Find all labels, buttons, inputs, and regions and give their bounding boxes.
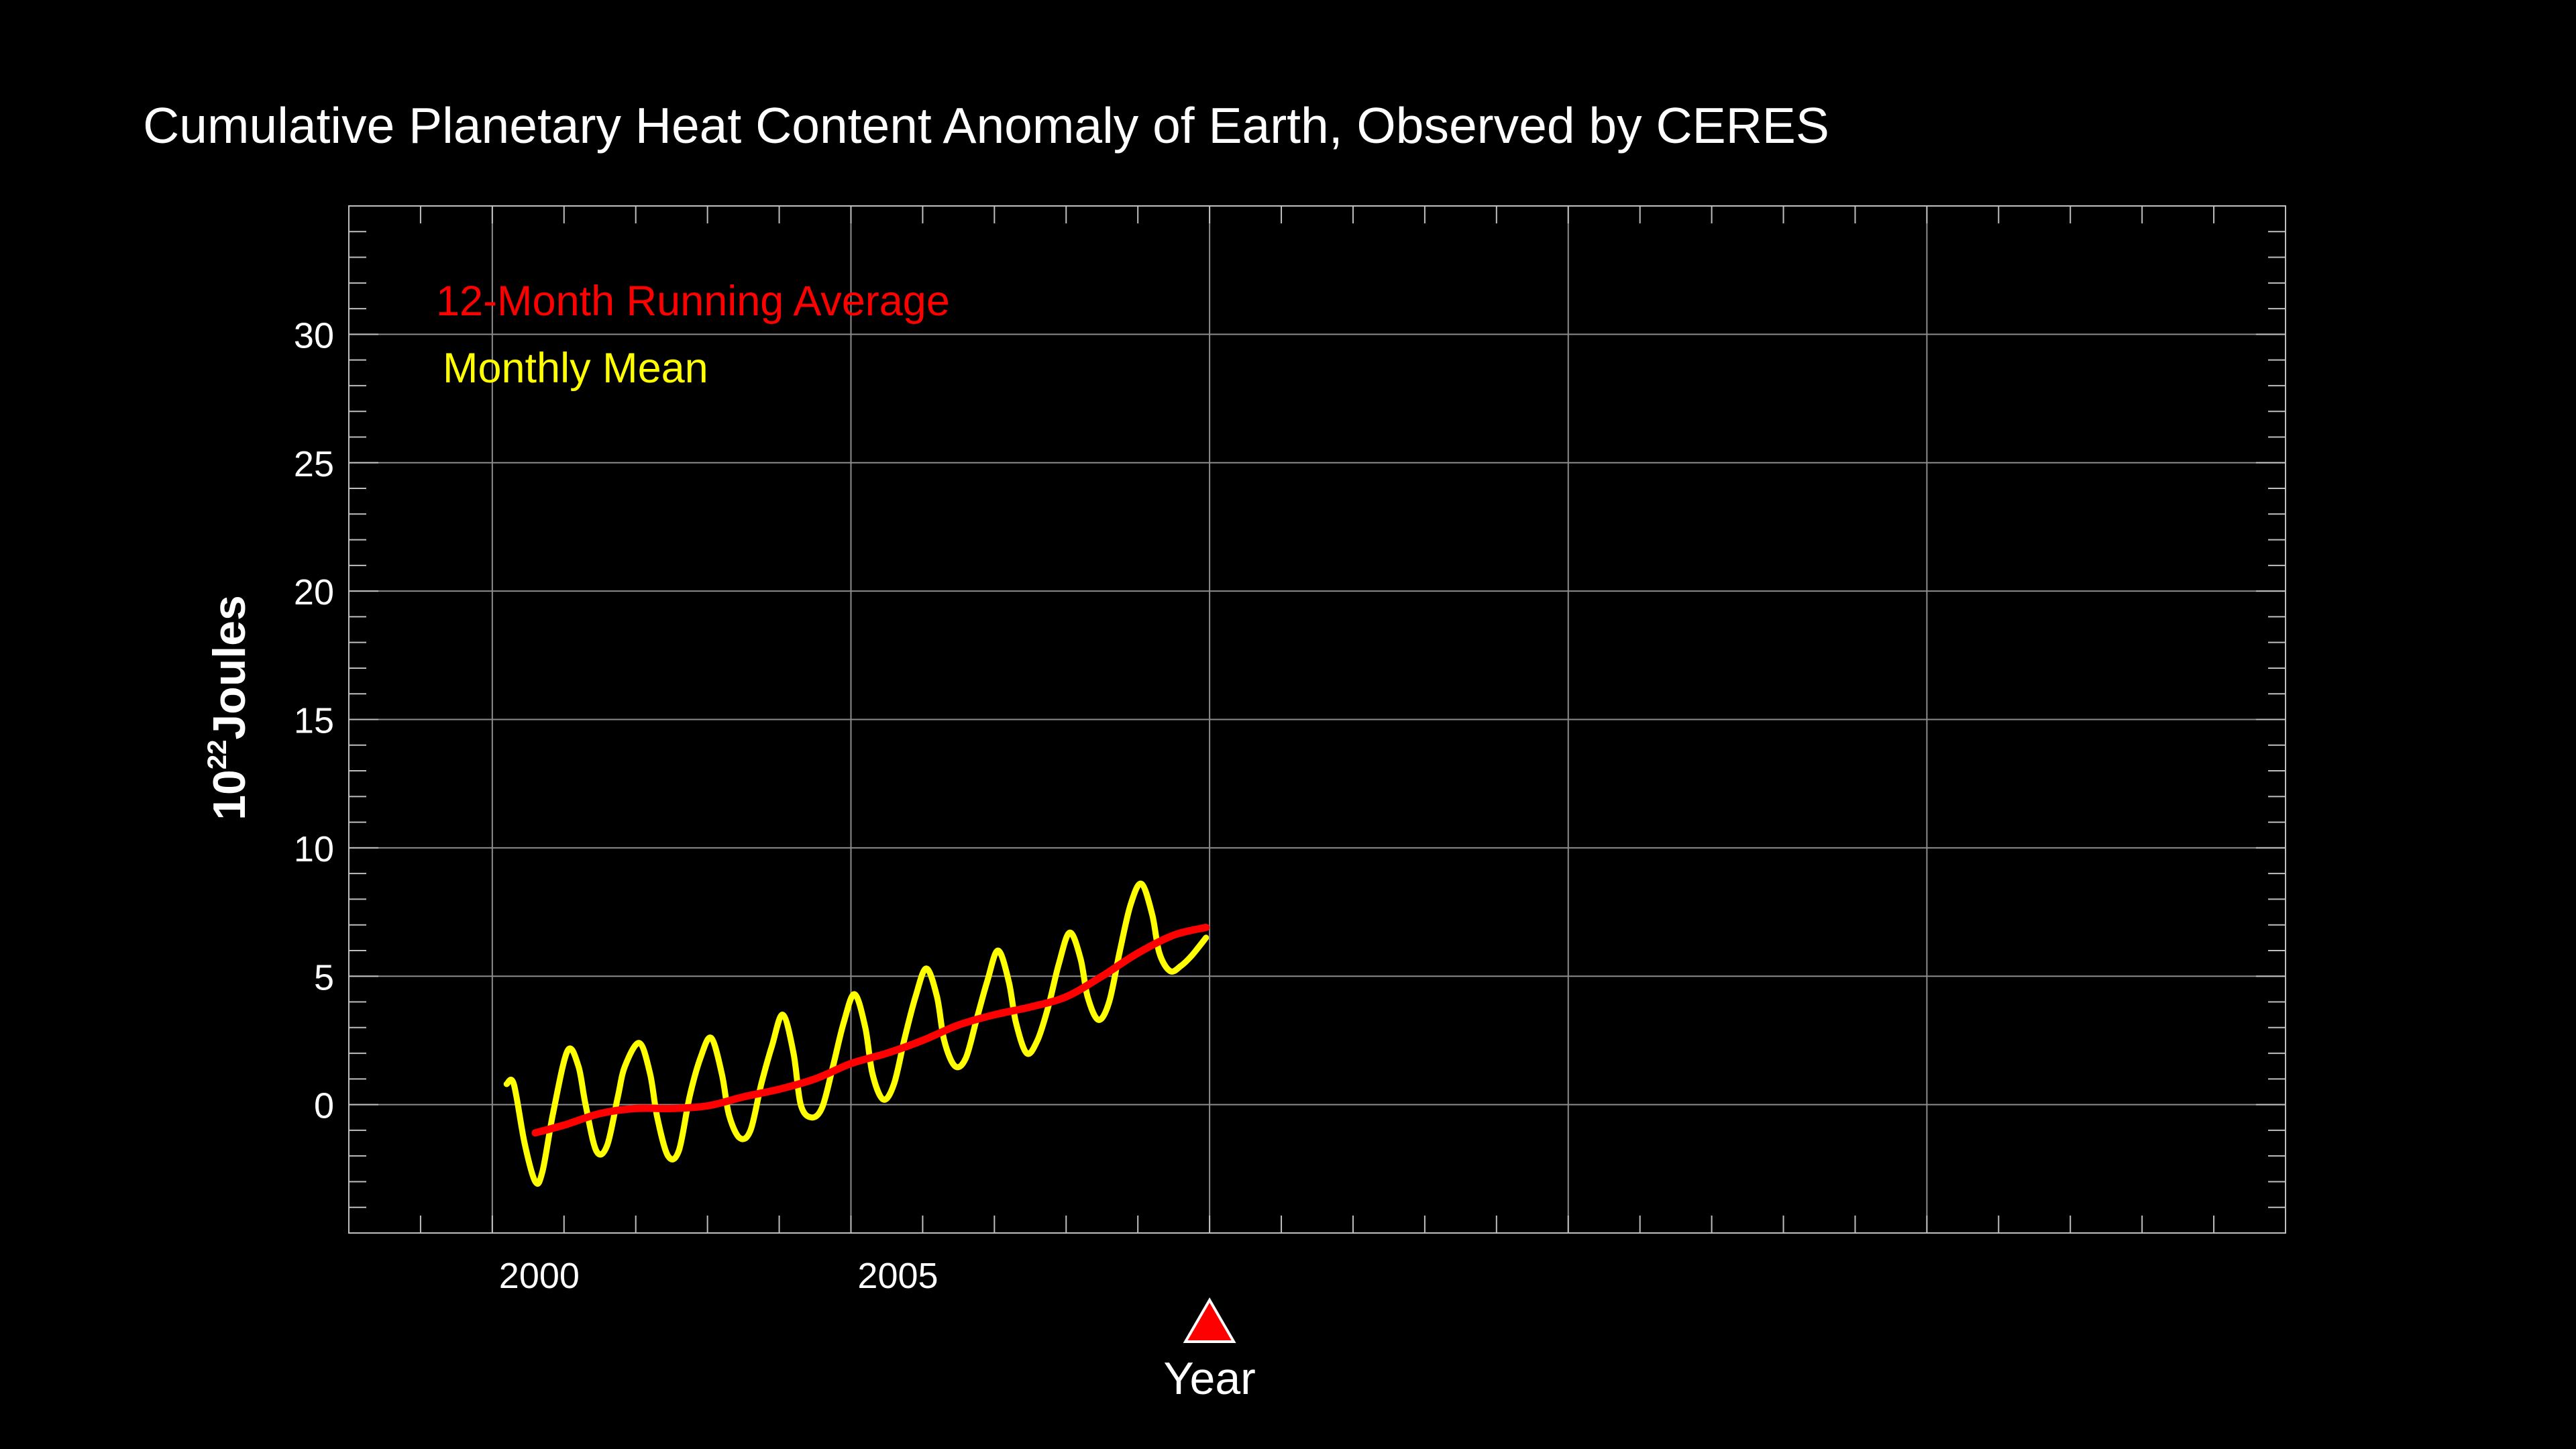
y-axis-label-unit: Joules	[204, 595, 255, 739]
x-tick-label: 2000	[499, 1256, 580, 1296]
y-tick-label: 10	[294, 829, 334, 869]
y-axis-label-exponent: 22	[203, 740, 232, 770]
chart-title: Cumulative Planetary Heat Content Anomal…	[143, 97, 1829, 154]
y-axis-label: 1022Joules	[203, 595, 255, 820]
x-axis-label: Year	[1163, 1353, 1255, 1404]
x-tick-labels: 2000 2005	[499, 1256, 938, 1296]
y-axis-label-base: 10	[204, 769, 255, 820]
y-tick-label: 20	[294, 572, 334, 612]
grid-lines	[349, 206, 2286, 1233]
current-year-marker	[1183, 1297, 1236, 1343]
series-running-average-line	[531, 924, 1210, 1137]
y-tick-label: 0	[314, 1086, 334, 1126]
legend-monthly-mean: Monthly Mean	[443, 345, 708, 392]
y-tick-label: 25	[294, 444, 334, 484]
minor-ticks	[348, 205, 2286, 1234]
legend-running-average: 12-Month Running Average	[436, 278, 950, 325]
y-tick-label: 15	[294, 701, 334, 741]
series-layer	[503, 880, 1210, 1187]
series-monthly-mean-line	[503, 880, 1210, 1187]
y-tick-labels: 0 5 10 15 20 25 30	[294, 315, 334, 1126]
x-tick-label: 2005	[857, 1256, 938, 1296]
y-tick-label: 5	[314, 957, 334, 998]
y-tick-label: 30	[294, 315, 334, 356]
